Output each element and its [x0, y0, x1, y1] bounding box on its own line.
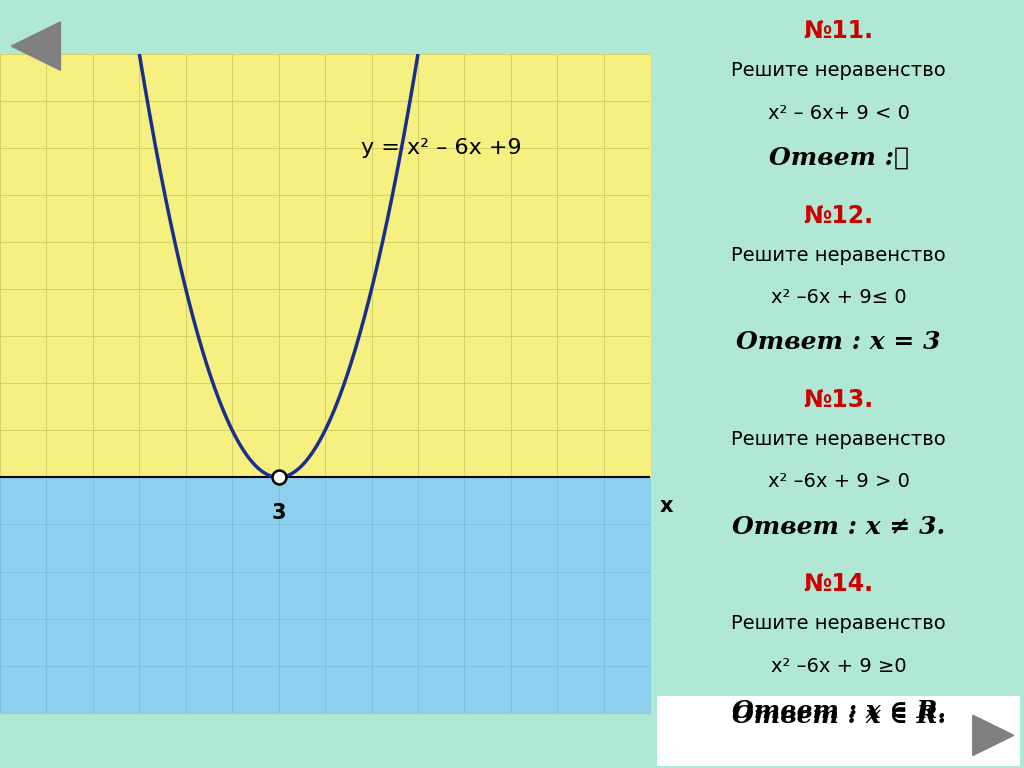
Text: №13.: №13. [804, 388, 873, 412]
Text: y = x² – 6x +9: y = x² – 6x +9 [360, 138, 521, 158]
FancyBboxPatch shape [657, 696, 1020, 766]
Text: Ответ :∅: Ответ :∅ [769, 146, 908, 170]
Text: №11.: №11. [804, 19, 873, 43]
Text: Ответ : x ∈ R.: Ответ : x ∈ R. [731, 704, 946, 728]
Text: Решите неравенство: Решите неравенство [731, 246, 946, 265]
Text: x² –6x + 9≤ 0: x² –6x + 9≤ 0 [771, 288, 906, 307]
Text: Ответ : x = 3: Ответ : x = 3 [736, 330, 941, 354]
Text: Решите неравенство: Решите неравенство [731, 430, 946, 449]
Polygon shape [11, 22, 60, 70]
Text: №12.: №12. [804, 204, 873, 227]
Text: x² –6x + 9 > 0: x² –6x + 9 > 0 [768, 472, 909, 492]
Text: Решите неравенство: Решите неравенство [731, 61, 946, 81]
Text: x² –6x + 9 ≥0: x² –6x + 9 ≥0 [771, 657, 906, 676]
Text: Ответ : x ≠ 3.: Ответ : x ≠ 3. [732, 515, 945, 538]
Text: x² – 6x+ 9 < 0: x² – 6x+ 9 < 0 [768, 104, 909, 123]
Polygon shape [973, 715, 1014, 756]
Text: №14.: №14. [804, 572, 873, 596]
Text: x: x [659, 496, 673, 516]
Text: Ответ : x ∈ R.: Ответ : x ∈ R. [731, 699, 946, 723]
Text: 3: 3 [271, 503, 286, 523]
Text: Решите неравенство: Решите неравенство [731, 614, 946, 634]
